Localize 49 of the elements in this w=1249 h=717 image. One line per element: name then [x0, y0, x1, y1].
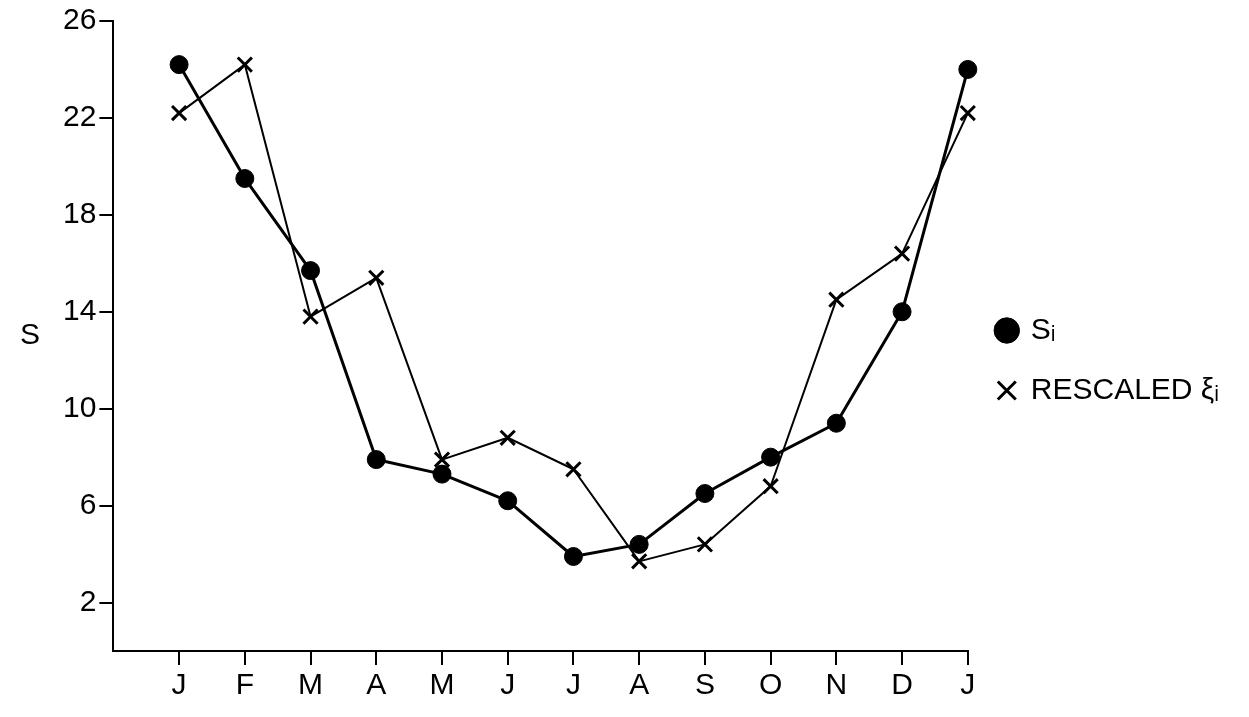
x-tick-label: S [694, 667, 715, 701]
point [499, 429, 517, 447]
x-tick-label: N [825, 667, 848, 701]
x-tick-label: A [366, 667, 387, 701]
x-tick-label: A [629, 667, 650, 701]
y-axis-title: S [19, 317, 41, 351]
point [563, 547, 583, 566]
legend-label: RESCALED ξᵢ [1030, 371, 1219, 405]
point [169, 55, 189, 75]
point [367, 269, 385, 287]
x-tick-label: F [235, 667, 254, 701]
point [696, 535, 714, 553]
point [892, 302, 912, 322]
y-tick-label: 14 [62, 293, 97, 327]
y-tick-label: 22 [62, 99, 97, 133]
point [301, 261, 321, 281]
x-tick-label: D [891, 667, 913, 701]
point [761, 447, 781, 467]
point [629, 534, 649, 554]
point [170, 104, 188, 122]
point [564, 460, 583, 478]
y-tick-label: 26 [62, 2, 97, 36]
point [826, 413, 846, 433]
x-tick-label: J [171, 667, 187, 701]
x-tick-label: O [758, 667, 783, 701]
point [958, 59, 978, 79]
point [959, 104, 977, 122]
x-tick-label: J [500, 667, 516, 701]
y-tick-label: 10 [62, 389, 97, 423]
point [366, 450, 386, 470]
point [301, 308, 320, 326]
y-tick-label: 18 [62, 196, 97, 230]
point [432, 464, 452, 484]
point [762, 477, 780, 495]
point [893, 245, 911, 263]
y-tick-label: 2 [79, 583, 97, 617]
x-tick-label: J [565, 667, 581, 701]
x-tick-label: J [960, 667, 976, 701]
legend-label: Sᵢ [1030, 311, 1056, 345]
x-tick-label: M [298, 667, 324, 701]
point [695, 484, 715, 503]
point [498, 491, 518, 511]
point [630, 552, 648, 570]
point [235, 169, 255, 188]
point [827, 291, 845, 309]
y-tick-label: 6 [79, 486, 97, 520]
point [236, 56, 254, 74]
x-tick-label: M [429, 667, 455, 701]
point [433, 451, 451, 469]
